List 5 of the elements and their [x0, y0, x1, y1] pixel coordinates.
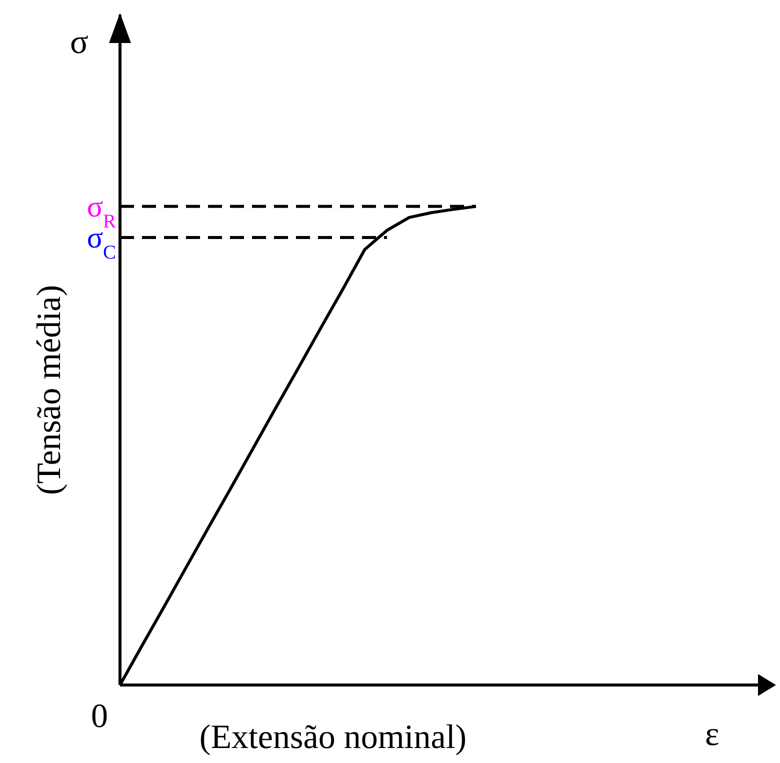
text: σ — [70, 24, 88, 61]
text: 0 — [91, 698, 108, 735]
x-axis-title: (Extensão nominal) — [199, 719, 467, 756]
y-axis-title: (Tensão média) — [31, 284, 68, 496]
text: ε — [705, 716, 720, 753]
